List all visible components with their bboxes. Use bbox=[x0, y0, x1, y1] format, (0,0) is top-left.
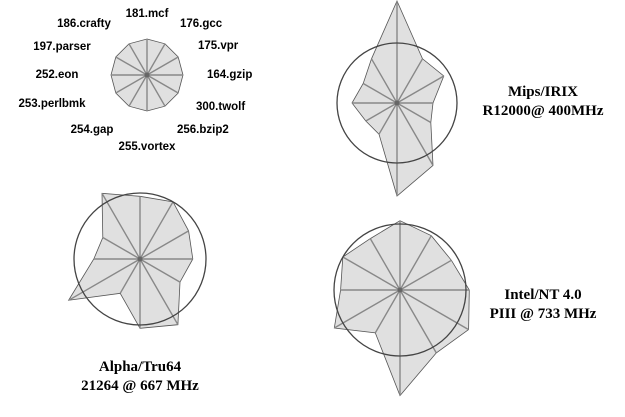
radar-hub bbox=[137, 256, 143, 262]
reference-circle bbox=[336, 42, 458, 164]
radar-spoke bbox=[396, 102, 432, 124]
benchmark-label: 197.parser bbox=[33, 41, 91, 53]
radar-alpha-panel: Alpha/Tru64 21264 @ 667 MHz bbox=[67, 192, 207, 394]
panel-caption-line: Intel/NT 4.0 bbox=[504, 287, 581, 303]
radar-spoke bbox=[139, 201, 174, 260]
radar-hub bbox=[144, 72, 150, 78]
radar-spoke bbox=[399, 259, 452, 291]
radar-polygon bbox=[351, 0, 445, 197]
radar-spoke bbox=[115, 56, 148, 76]
radar-spoke bbox=[139, 258, 179, 326]
radar-spoke bbox=[119, 258, 141, 294]
benchmark-label: 254.gap bbox=[71, 124, 114, 136]
radar-key-panel: 181.mcf 176.gcc 175.vpr 164.gzip 300.twolf 25… bbox=[18, 8, 252, 153]
radar-hub bbox=[397, 287, 403, 293]
radar-spoke bbox=[362, 82, 398, 104]
radar-spoke bbox=[128, 43, 148, 76]
radar-spoke bbox=[378, 102, 398, 135]
radar-spoke bbox=[128, 74, 148, 107]
radar-spoke bbox=[146, 43, 166, 76]
radar-spoke bbox=[146, 74, 166, 107]
benchmark-label: 164.gzip bbox=[207, 69, 252, 81]
radar-spoke bbox=[369, 238, 401, 291]
benchmark-label: 253.perlbmk bbox=[18, 98, 86, 110]
reference-circle bbox=[73, 192, 207, 326]
radar-spoke bbox=[342, 256, 401, 291]
benchmark-label: 255.vortex bbox=[119, 141, 177, 153]
radar-intel-panel: Intel/NT 4.0 PIII @ 733 MHz bbox=[333, 220, 597, 397]
benchmark-label: 186.crafty bbox=[57, 18, 111, 30]
benchmark-label: 256.bzip2 bbox=[177, 124, 229, 136]
radar-spoke bbox=[396, 58, 424, 104]
panel-caption-line: Alpha/Tru64 bbox=[99, 359, 182, 375]
panel-caption-line: PIII @ 733 MHz bbox=[490, 306, 597, 322]
radar-spoke bbox=[68, 258, 141, 301]
radar-polygon bbox=[333, 220, 470, 397]
radar-spoke bbox=[399, 235, 432, 291]
radar-mips-panel: Mips/IRIX R12000@ 400MHz bbox=[336, 0, 604, 197]
radar-spoke bbox=[399, 289, 437, 354]
radar-spoke bbox=[139, 258, 181, 283]
radar-spoke bbox=[333, 289, 401, 329]
radar-spoke bbox=[139, 230, 189, 260]
benchmark-label: 175.vpr bbox=[198, 40, 239, 52]
radar-spoke bbox=[396, 75, 445, 104]
radar-spoke bbox=[374, 289, 401, 334]
radar-spoke bbox=[102, 236, 141, 260]
radar-spoke bbox=[365, 102, 398, 122]
benchmark-label: 176.gcc bbox=[180, 18, 223, 30]
radar-spoke bbox=[146, 74, 179, 94]
panel-caption-line: 21264 @ 667 MHz bbox=[81, 378, 199, 394]
panel-caption-line: Mips/IRIX bbox=[508, 84, 578, 100]
radar-spoke bbox=[146, 56, 179, 76]
benchmark-label: 181.mcf bbox=[126, 8, 169, 20]
benchmark-label: 300.twolf bbox=[196, 101, 245, 113]
radar-spoke bbox=[115, 74, 148, 94]
radar-polygon bbox=[67, 192, 194, 329]
reference-circle bbox=[333, 223, 467, 357]
panel-caption-line: R12000@ 400MHz bbox=[482, 103, 603, 119]
radar-hub bbox=[394, 100, 400, 106]
radar-spoke bbox=[101, 192, 141, 260]
benchmark-label: 252.eon bbox=[36, 69, 79, 81]
radar-spoke bbox=[370, 58, 398, 104]
